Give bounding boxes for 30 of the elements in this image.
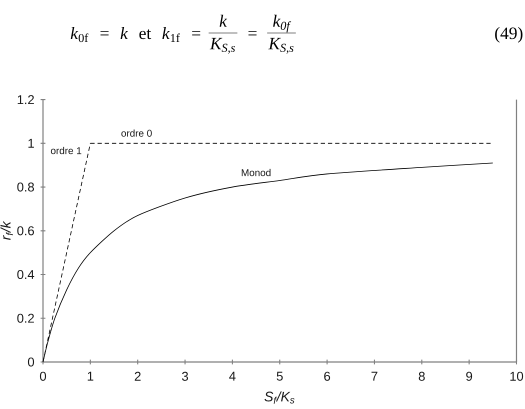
- y-tick-label: 0.8: [17, 182, 34, 192]
- x-tick-label: 0: [40, 372, 46, 381]
- y-tick-label: 0.2: [17, 314, 34, 323]
- x-tick-label: 9: [466, 372, 472, 381]
- x-tick-label: 4: [229, 372, 236, 381]
- x-tick-label: 7: [372, 372, 378, 381]
- series-label: ordre 1: [50, 146, 82, 154]
- y-tick-label: 1: [28, 138, 34, 148]
- text: k$_{0f}$ = k et k$_{1f}$ =: [70, 26, 200, 42]
- y-tick-label: 1.2: [18, 95, 34, 104]
- series-label: ordre 0: [121, 129, 152, 137]
- x-axis-title: S$_{f}$/K$_{s}$: [264, 391, 294, 404]
- x-tick-label: 5: [276, 372, 283, 381]
- x-tick-label: 8: [418, 372, 425, 381]
- y-tick-label: 0.4: [17, 270, 34, 280]
- text: K$_{S,s}$: [268, 38, 294, 54]
- y-axis-title: r$_{f}$/k: [0, 220, 13, 240]
- x-tick-label: 1: [88, 372, 94, 381]
- text: =: [248, 31, 257, 36]
- x-tick-label: 10: [510, 372, 524, 381]
- series-label: Monod: [242, 168, 271, 176]
- text: k: [220, 14, 228, 27]
- text: K$_{S,s}$: [210, 38, 235, 54]
- x-tick-label: 3: [182, 372, 188, 381]
- x-tick-label: 2: [134, 372, 141, 381]
- text: k$_{0f}$: [273, 14, 292, 32]
- x-tick-label: 6: [324, 372, 330, 381]
- y-tick-label: 0.6: [17, 226, 34, 236]
- y-tick-label: 0: [28, 357, 34, 367]
- text: (49): [495, 26, 522, 43]
